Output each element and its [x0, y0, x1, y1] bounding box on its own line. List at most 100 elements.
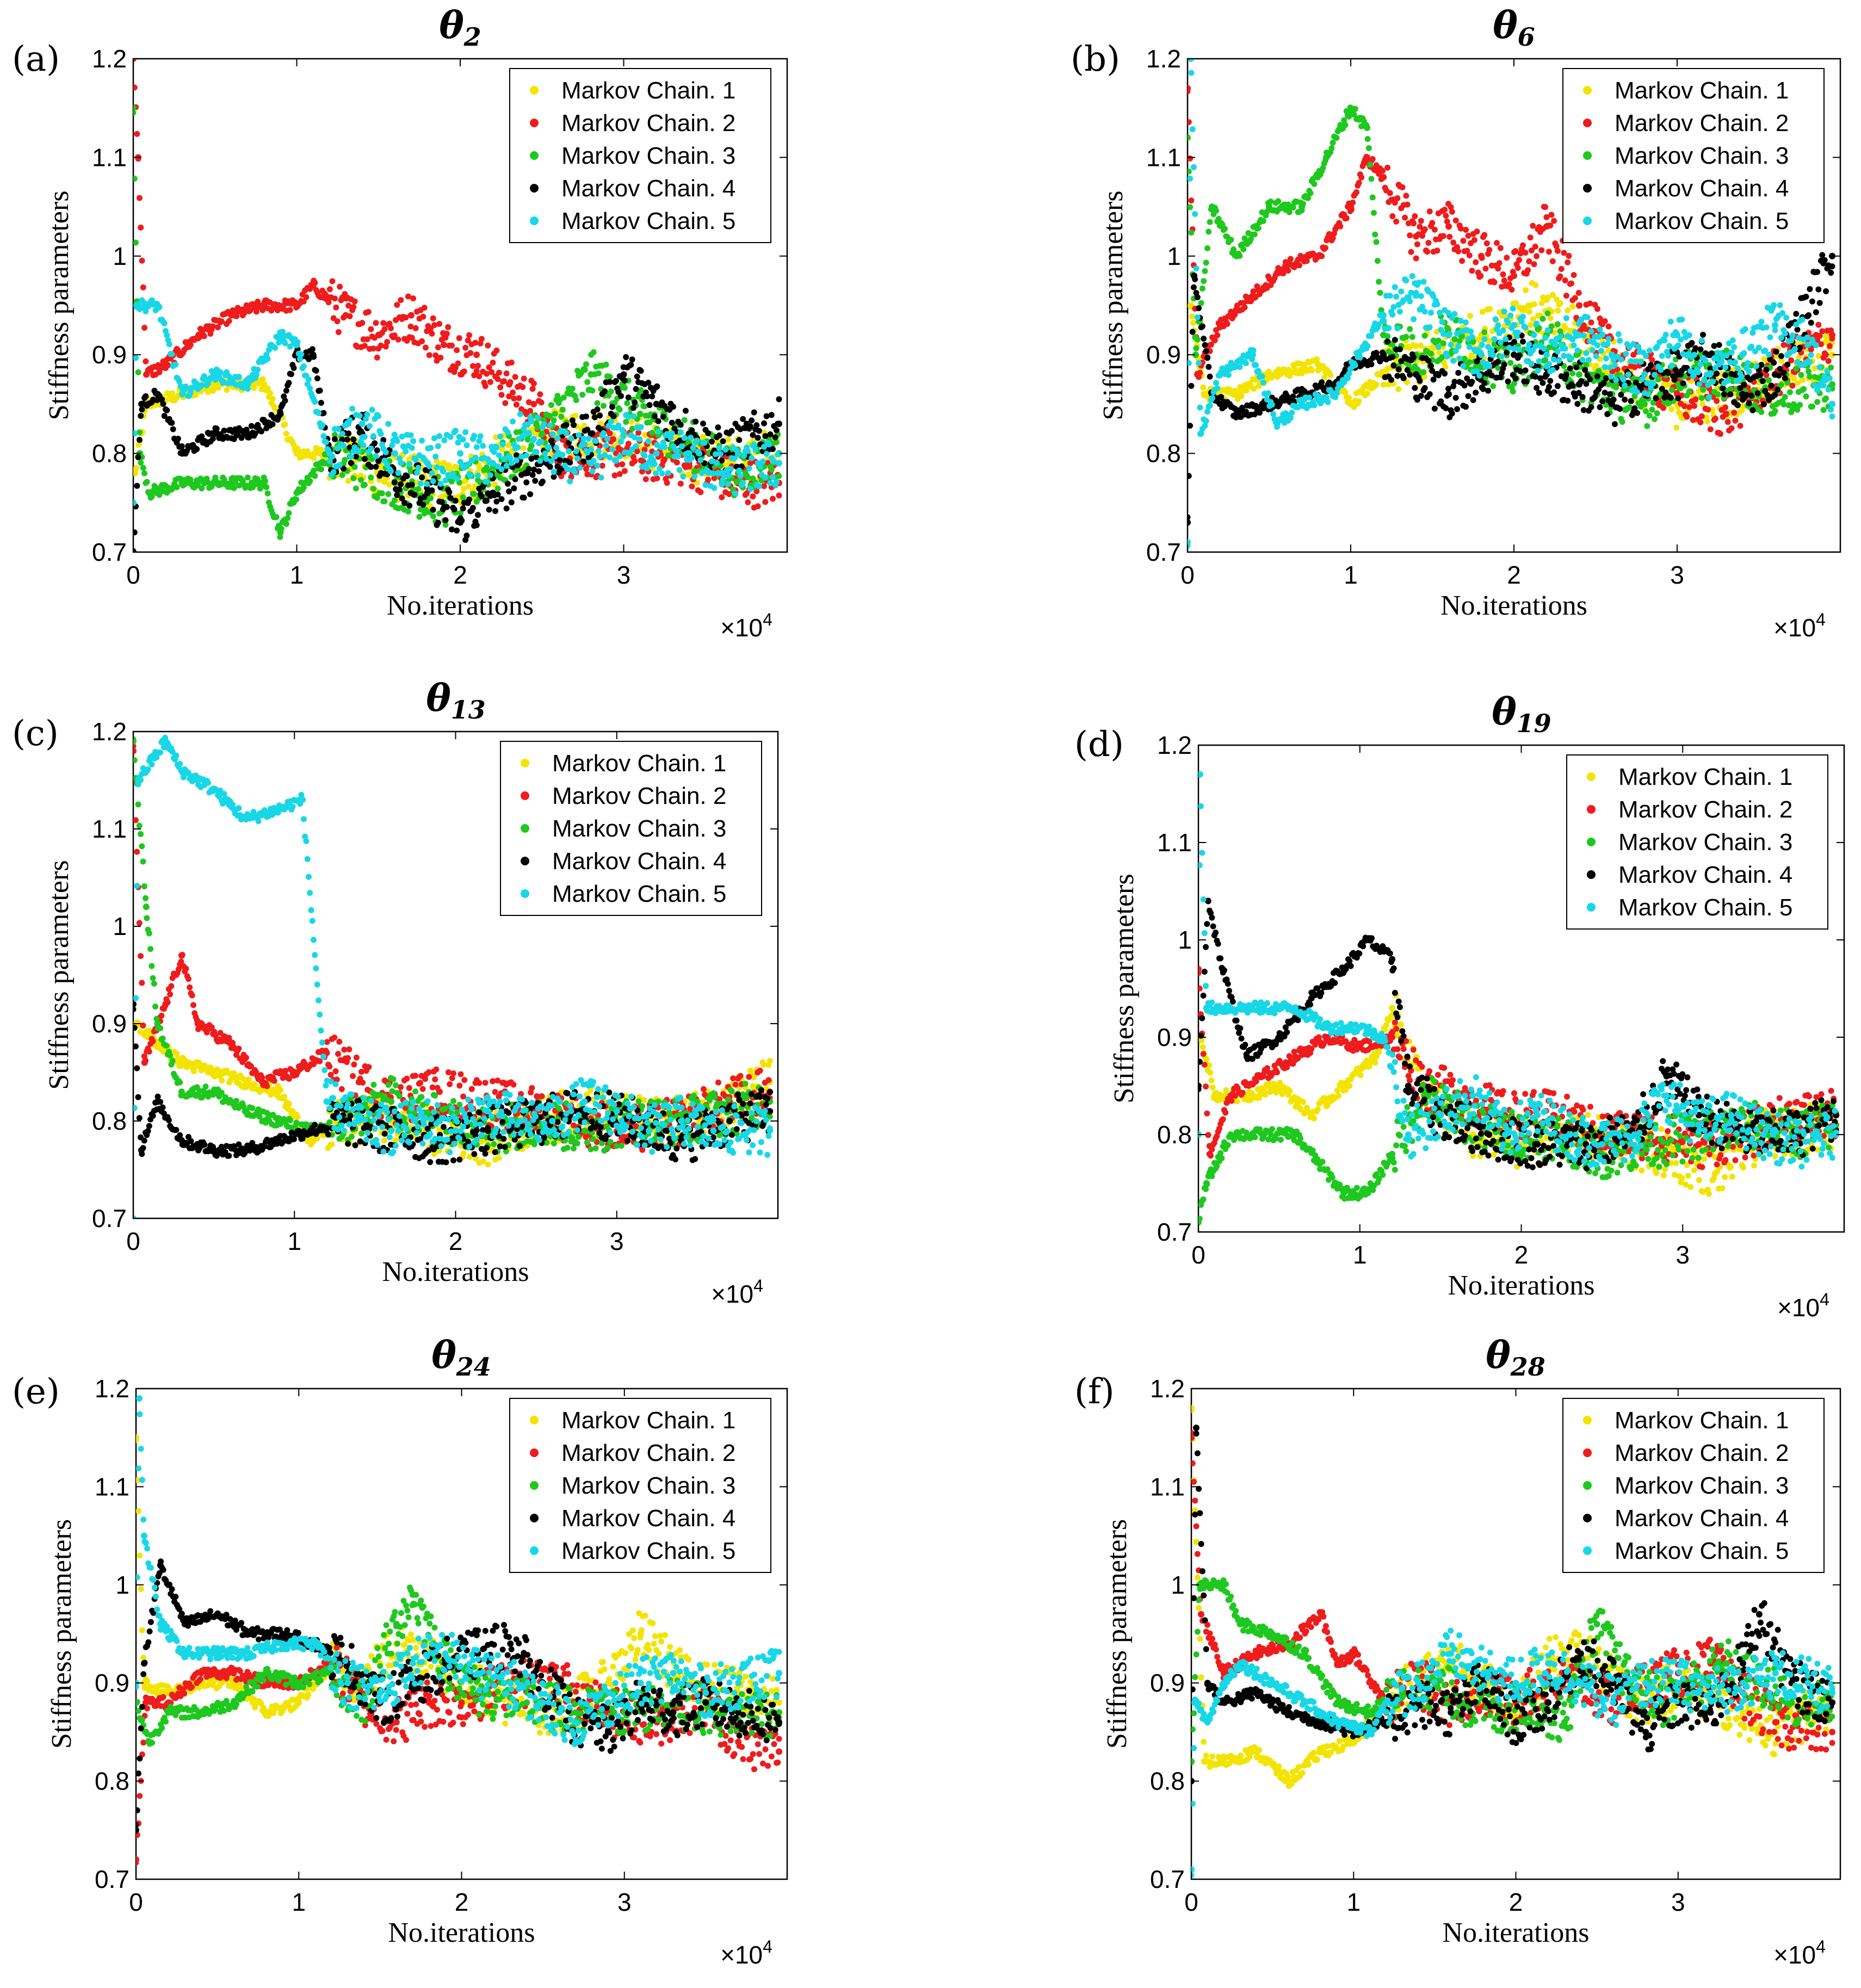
- trace-marker: [513, 457, 520, 463]
- trace-marker: [1717, 431, 1724, 437]
- series-5: [1188, 59, 1835, 549]
- trace-marker: [583, 466, 589, 472]
- trace-marker: [1299, 207, 1305, 214]
- trace-marker: [1548, 323, 1555, 330]
- trace-marker: [1380, 381, 1387, 388]
- trace-marker: [1734, 402, 1741, 408]
- trace-marker: [1403, 193, 1409, 199]
- trace-marker: [1808, 346, 1814, 353]
- trace-marker: [1582, 367, 1588, 373]
- data-point: [1576, 302, 1582, 309]
- trace-marker: [602, 388, 608, 394]
- trace-marker: [350, 436, 357, 443]
- trace-marker: [1721, 391, 1727, 398]
- trace-marker: [401, 500, 408, 506]
- trace-marker: [1728, 425, 1735, 431]
- trace-marker: [762, 474, 769, 481]
- trace-marker: [1654, 410, 1660, 417]
- trace-marker: [482, 383, 489, 389]
- trace-marker: [689, 455, 695, 461]
- trace-marker: [395, 336, 401, 343]
- trace-marker: [279, 329, 286, 335]
- trace-marker: [1421, 374, 1427, 380]
- trace-marker: [471, 491, 478, 497]
- trace-marker: [1385, 381, 1392, 388]
- trace-marker: [493, 498, 500, 505]
- trace-marker: [579, 392, 586, 398]
- trace-marker: [1785, 402, 1792, 408]
- trace-marker: [1209, 395, 1216, 401]
- trace-marker: [462, 344, 469, 351]
- trace-marker: [1450, 383, 1457, 389]
- trace-marker: [1381, 174, 1387, 181]
- trace-marker: [139, 257, 145, 264]
- trace-marker: [422, 458, 429, 465]
- trace-marker: [616, 453, 623, 460]
- trace-marker: [1188, 88, 1191, 95]
- trace-marker: [1763, 372, 1770, 379]
- trace-marker: [286, 380, 292, 386]
- trace-marker: [750, 432, 756, 438]
- trace-marker: [673, 459, 680, 466]
- trace-marker: [1473, 259, 1479, 265]
- trace-marker: [1202, 342, 1208, 348]
- trace-marker: [1203, 418, 1209, 424]
- trace-marker: [700, 433, 707, 440]
- trace-marker: [345, 430, 352, 437]
- trace-marker: [1389, 213, 1396, 219]
- trace-marker: [1201, 278, 1207, 284]
- trace-marker: [736, 467, 743, 474]
- trace-marker: [508, 460, 515, 466]
- trace-marker: [358, 428, 364, 435]
- trace-marker: [429, 470, 435, 476]
- trace-marker: [1603, 375, 1609, 382]
- trace-marker: [1373, 239, 1380, 245]
- trace-marker: [1503, 340, 1509, 346]
- trace-marker: [686, 463, 693, 470]
- trace-marker: [1519, 338, 1526, 345]
- trace-marker: [1700, 331, 1707, 338]
- trace-marker: [1600, 380, 1607, 387]
- trace-marker: [1505, 378, 1511, 385]
- trace-marker: [1516, 352, 1523, 358]
- trace-marker: [719, 494, 725, 500]
- trace-marker: [1205, 363, 1212, 370]
- trace-marker: [252, 430, 258, 437]
- trace-marker: [421, 305, 428, 311]
- trace-marker: [1440, 233, 1446, 239]
- trace-marker: [378, 431, 384, 437]
- trace-marker: [236, 374, 242, 380]
- trace-marker: [282, 398, 288, 404]
- multiplier-exponent: 4: [763, 610, 772, 629]
- trace-marker: [391, 479, 398, 486]
- trace-marker: [1691, 402, 1698, 409]
- trace-marker: [1440, 340, 1446, 346]
- data-point: [133, 104, 137, 112]
- trace-marker: [178, 443, 185, 450]
- trace-marker: [697, 457, 704, 463]
- trace-marker: [410, 438, 417, 444]
- trace-marker: [361, 456, 368, 462]
- trace-marker: [312, 399, 318, 405]
- trace-marker: [282, 421, 288, 428]
- trace-marker: [661, 444, 668, 450]
- trace-marker: [1566, 252, 1572, 259]
- trace-marker: [1189, 329, 1196, 335]
- data-point: [636, 411, 644, 418]
- trace-marker: [370, 486, 376, 492]
- trace-marker: [1445, 386, 1451, 392]
- trace-marker: [715, 424, 721, 431]
- trace-marker: [406, 503, 413, 509]
- trace-marker: [1686, 388, 1692, 394]
- trace-marker: [1343, 215, 1350, 221]
- trace-marker: [1201, 336, 1207, 342]
- trace-marker: [1364, 135, 1371, 142]
- trace-marker: [710, 470, 716, 477]
- y-axis-label: Stiffness parameters: [44, 190, 75, 420]
- trace-marker: [1776, 372, 1782, 379]
- trace-marker: [1815, 286, 1822, 293]
- trace-marker: [442, 522, 449, 528]
- trace-marker: [1634, 410, 1641, 416]
- trace-marker: [287, 343, 293, 350]
- trace-marker: [557, 457, 563, 463]
